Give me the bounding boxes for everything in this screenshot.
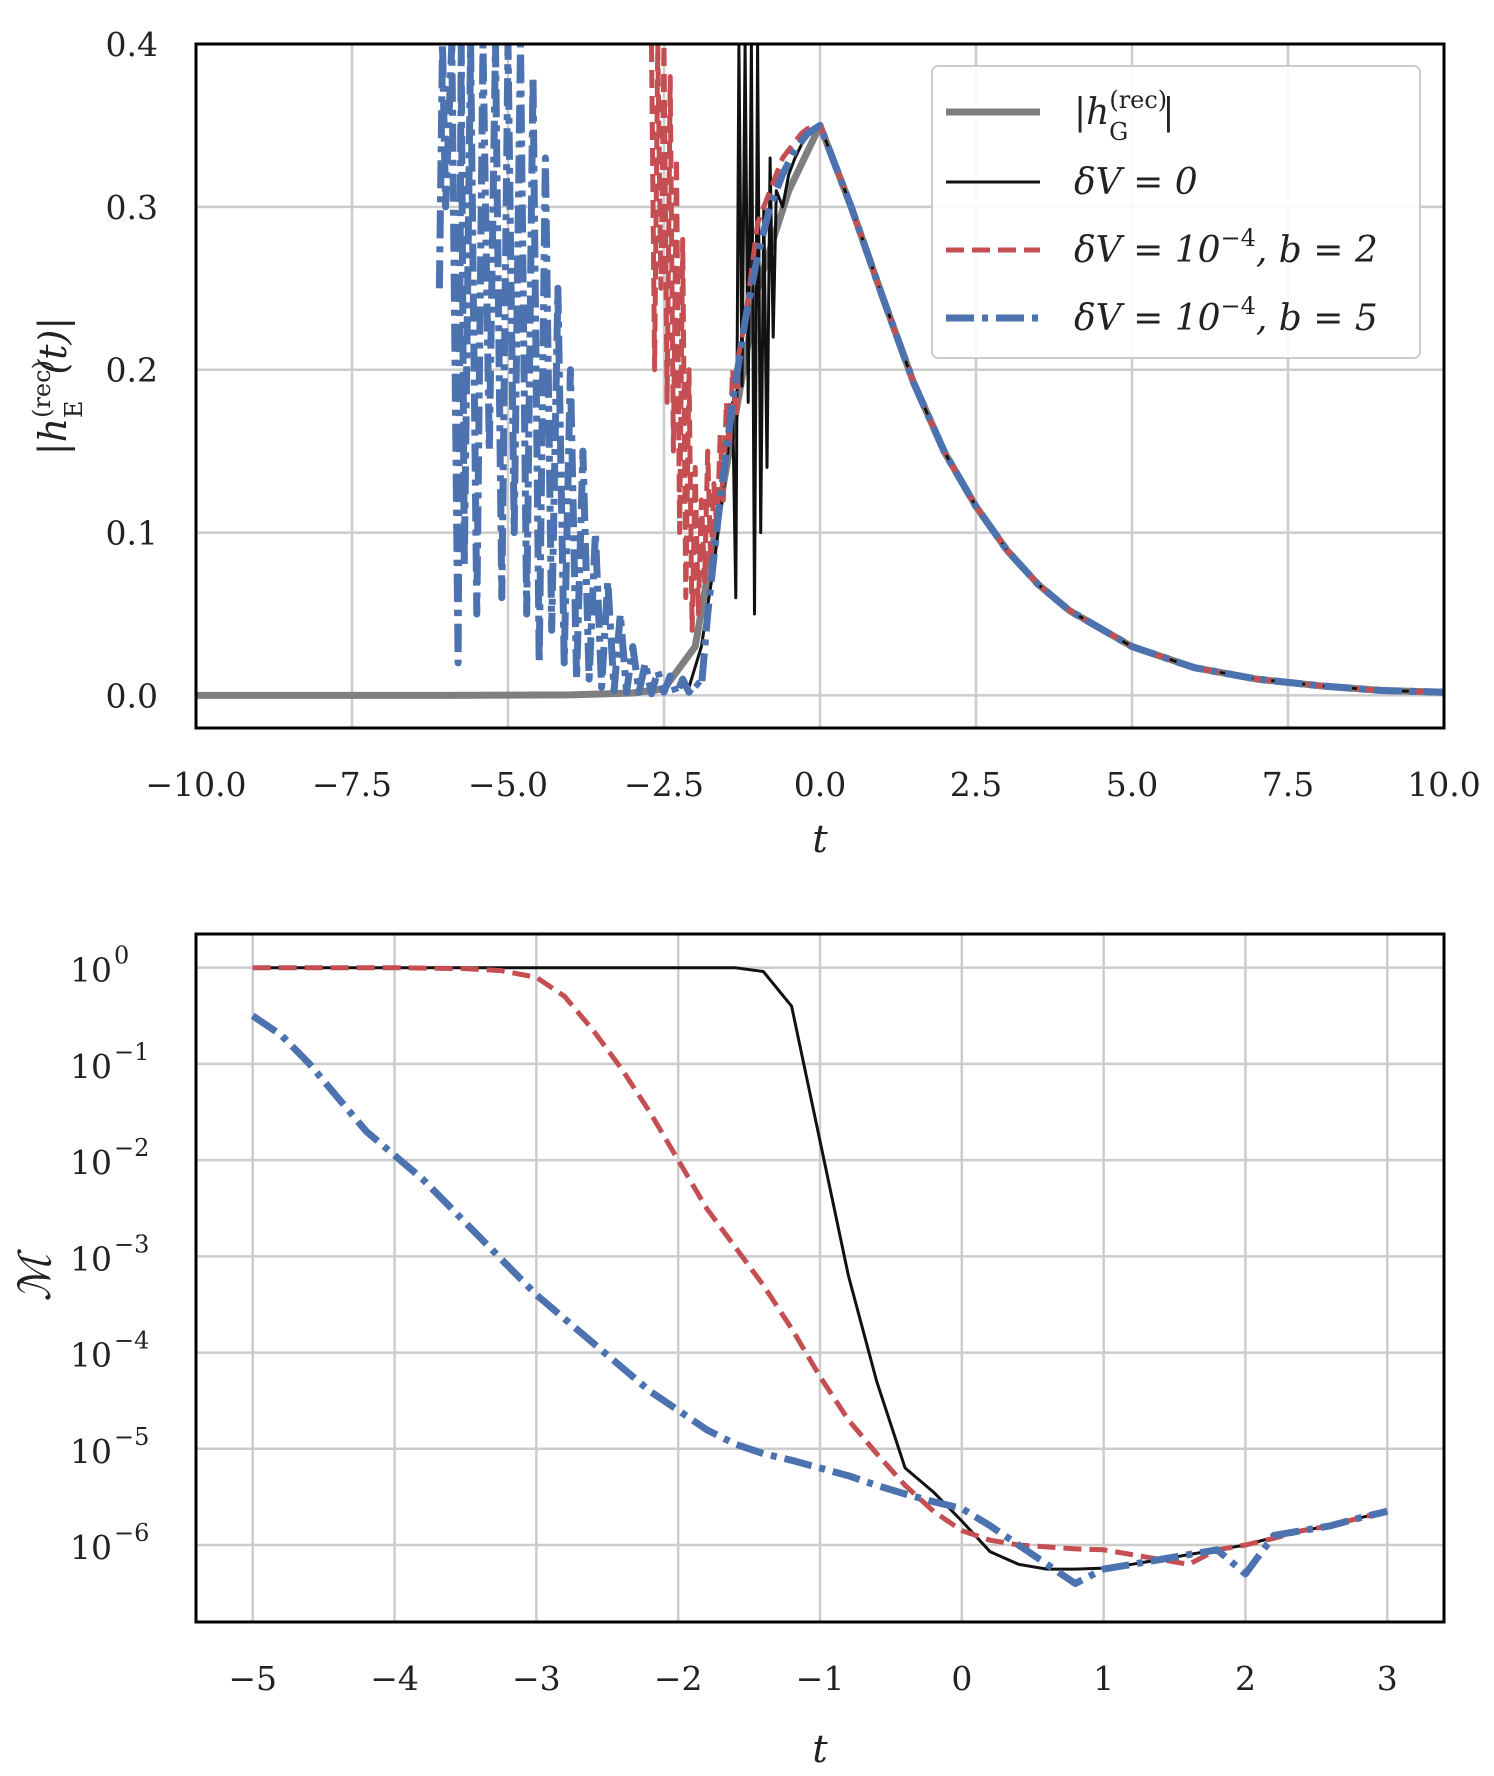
bottom-y-tick-label: 10 (70, 951, 112, 990)
bottom-y-tick-label: 10 (70, 1528, 112, 1567)
legend-label-hg: |h(rec) G | (1074, 86, 1174, 146)
bottom-y-tick-label: 10 (70, 1432, 112, 1471)
bottom-x-tick-label: 2 (1235, 1659, 1256, 1698)
legend-label-b5: δV = 10−4, b = 5 (1074, 292, 1378, 339)
bottom-series (250, 965, 1389, 1587)
top-y-tick-label: 0.0 (106, 676, 158, 715)
top-y-tick-label: 0.3 (106, 188, 158, 227)
bottom-x-tick-labels: −5 −4 −3 −2 −1 0 1 2 3 (228, 1659, 1397, 1698)
bottom-x-tick-label: −5 (228, 1659, 277, 1698)
bottom-y-tick-exponent: 0 (114, 942, 129, 970)
bottom-grid (196, 934, 1444, 1622)
bottom-x-tick-label: 0 (951, 1659, 972, 1698)
top-x-tick-labels: −10.0 −7.5 −5.0 −2.5 0.0 2.5 5.0 7.5 10.0 (145, 765, 1480, 804)
bottom-y-axis-label: ℳ (10, 1249, 61, 1302)
legend-label-dv0: δV = 0 (1074, 162, 1198, 203)
bottom-y-tick-label: 10 (70, 1239, 112, 1278)
bottom-x-tick-label: −2 (654, 1659, 703, 1698)
top-x-tick-label: −2.5 (624, 765, 704, 804)
top-y-tick-label: 0.4 (106, 25, 158, 64)
top-x-tick-label: −10.0 (145, 765, 246, 804)
top-y-tick-labels: 0.0 0.1 0.2 0.3 0.4 (106, 25, 158, 715)
top-y-tick-label: 0.1 (106, 514, 158, 553)
top-series-blue (435, 44, 1444, 698)
bottom-x-tick-label: −1 (796, 1659, 845, 1698)
top-x-tick-label: 0.0 (794, 765, 846, 804)
legend-box (931, 65, 1421, 359)
top-panel: −10.0 −7.5 −5.0 −2.5 0.0 2.5 5.0 7.5 10.0 0.0 0.1… (28, 25, 1481, 861)
top-x-tick-label: 5.0 (1106, 765, 1158, 804)
bottom-x-tick-label: −4 (370, 1659, 419, 1698)
bottom-y-tick-label: 10 (70, 1336, 112, 1375)
bottom-y-tick-exponent: −5 (114, 1423, 149, 1451)
bottom-y-tick-exponent: −6 (114, 1519, 149, 1547)
top-series (196, 44, 1444, 699)
top-x-tick-label: −5.0 (468, 765, 548, 804)
bottom-y-tick-exponent: −4 (114, 1327, 149, 1355)
bottom-frame (194, 932, 1446, 1624)
top-x-tick-label: 7.5 (1262, 765, 1314, 804)
top-x-tick-label: −7.5 (312, 765, 392, 804)
top-x-axis-label: t (812, 817, 828, 861)
bottom-x-tick-label: 1 (1093, 1659, 1114, 1698)
bottom-series-blue (250, 1012, 1389, 1587)
top-y-tick-label: 0.2 (106, 351, 158, 390)
bottom-x-axis-label: t (812, 1727, 828, 1771)
bottom-y-tick-label: 10 (70, 1143, 112, 1182)
legend-label-b2: δV = 10−4, b = 2 (1074, 224, 1378, 271)
bottom-x-tick-label: −3 (512, 1659, 561, 1698)
top-series-red (649, 44, 1444, 695)
bottom-y-tick-exponent: −2 (114, 1134, 149, 1162)
bottom-y-tick-exponent: −3 (114, 1230, 149, 1258)
legend: |h(rec) G | δV = 0 δV = 10−4, b = 2 δV = 1… (931, 65, 1421, 359)
top-x-tick-label: 10.0 (1407, 765, 1480, 804)
bottom-x-tick-label: 3 (1377, 1659, 1398, 1698)
bottom-y-tick-label: 10 (70, 1047, 112, 1086)
bottom-series-red (252, 965, 1388, 1567)
bottom-y-tick-exponent: −1 (114, 1038, 149, 1066)
top-x-tick-label: 2.5 (950, 765, 1002, 804)
top-y-axis-label: |h(rec) E(t)| (28, 317, 88, 455)
top-frame (194, 42, 1446, 730)
